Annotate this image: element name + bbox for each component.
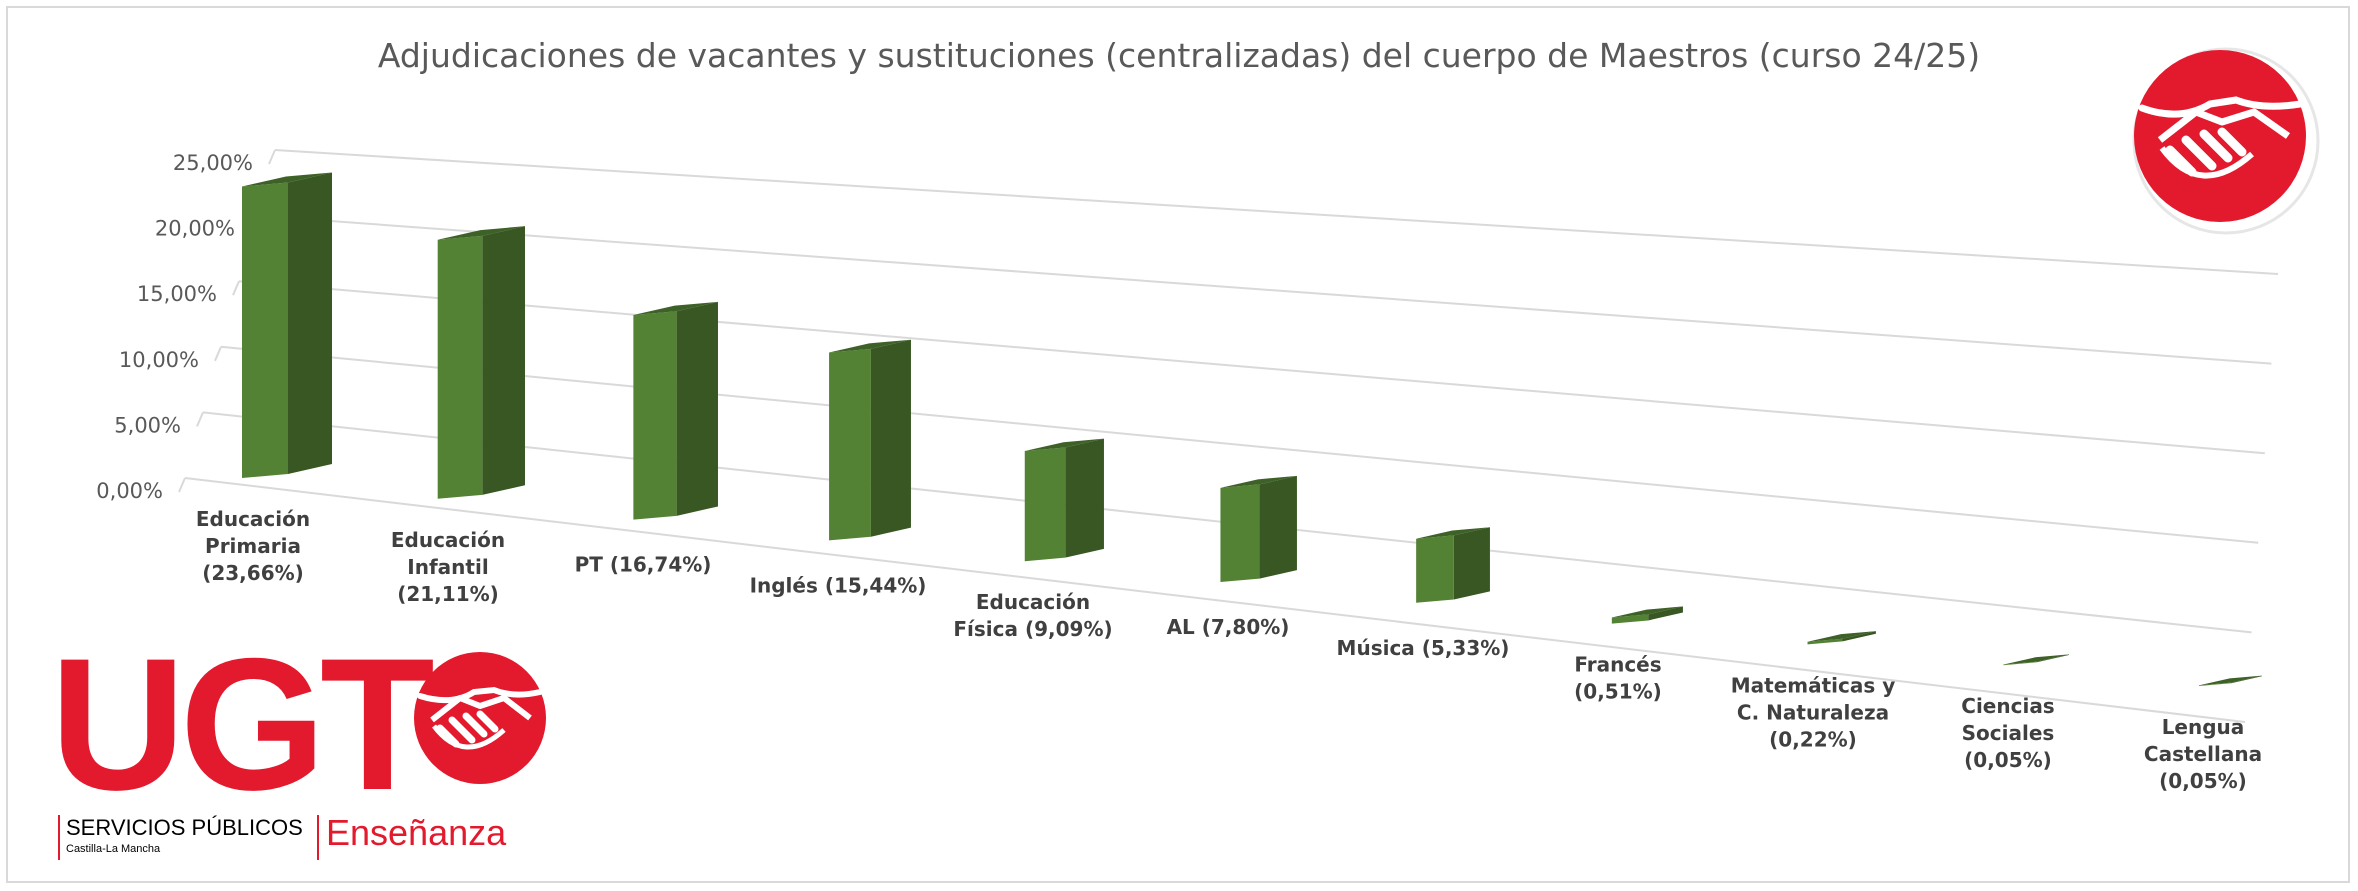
grid-lines [178, 149, 2279, 723]
category-label: Música (5,33%) [1337, 636, 1510, 660]
bar-side [676, 301, 718, 516]
bar-5 [1220, 475, 1297, 582]
category-label: Educación Infantil (21,11%) [391, 528, 505, 606]
bar-top [1611, 606, 1683, 618]
bar-top [242, 172, 332, 187]
y-axis-ticks: 0,00% 5,00% 10,00% 15,00% 20,00% 25,00% [96, 151, 253, 503]
bar-front [2003, 661, 2037, 666]
y-tick-label: 20,00% [155, 217, 235, 241]
bar-2 [633, 301, 718, 520]
bar-side [1648, 606, 1683, 621]
bar-top [1024, 438, 1104, 452]
grid-line-stub [268, 149, 276, 165]
grid-line [184, 477, 2246, 723]
bar-top [2003, 654, 2069, 665]
category-label: Matemáticas y C. Naturaleza (0,22%) [1731, 673, 1896, 751]
grid-line-stub [214, 346, 222, 362]
bars [242, 172, 2262, 686]
bar-front [1220, 484, 1260, 582]
bar-side [1065, 438, 1104, 558]
bar-side [2231, 675, 2262, 684]
bar-side [288, 172, 332, 475]
bar-3 [829, 339, 911, 541]
y-tick-label: 25,00% [173, 151, 253, 175]
bar-front [1416, 535, 1454, 603]
logo-sector: Enseñanza [326, 812, 507, 853]
logo-divider-2 [317, 815, 319, 860]
bar-side [2036, 654, 2069, 663]
logo-division: SERVICIOS PÚBLICOS [66, 815, 303, 840]
y-tick-label: 5,00% [114, 413, 181, 437]
category-label: PT (16,74%) [575, 553, 712, 577]
bar-front [437, 235, 483, 499]
bar-front [242, 182, 288, 479]
grid-line-stub [232, 280, 240, 296]
category-label: AL (7,80%) [1167, 615, 1290, 639]
bar-front [2198, 682, 2232, 686]
category-label: Educación Física (9,09%) [953, 590, 1112, 641]
bar-front [633, 311, 677, 520]
grid-line-stub [178, 477, 186, 493]
bar-top [633, 301, 718, 316]
bar-10 [2198, 675, 2262, 686]
y-tick-label: 10,00% [119, 348, 199, 372]
grid-line-stub [196, 412, 204, 427]
bar-top [1220, 475, 1297, 488]
category-label: Educación Primaria (23,66%) [196, 507, 310, 585]
bar-front [829, 348, 871, 541]
ugt-logo-text: UGT [50, 619, 435, 829]
logo-region: Castilla-La Mancha [66, 843, 161, 855]
bar-6 [1416, 527, 1490, 603]
bar-4 [1024, 438, 1104, 562]
handshake-seal-icon [2132, 47, 2320, 235]
chart-title: Adjudicaciones de vacantes y sustitucion… [377, 36, 1981, 75]
grid-line [274, 149, 2279, 275]
bar-front [1611, 614, 1649, 624]
grid-line [256, 214, 2272, 365]
bar-side [1842, 631, 1876, 642]
bar-front [1024, 447, 1066, 562]
bar-side [1453, 527, 1490, 600]
category-label: Inglés (15,44%) [750, 573, 927, 597]
y-tick-label: 0,00% [96, 479, 163, 503]
bar-top [2198, 675, 2262, 686]
chart-frame [6, 6, 2350, 883]
bar-top [1416, 527, 1490, 539]
bar-side [870, 339, 911, 537]
bar-top [1807, 631, 1876, 642]
grid-line [220, 345, 2259, 544]
bar-top [829, 339, 911, 353]
bar-front [1807, 638, 1843, 645]
category-label: Francés (0,51%) [1574, 653, 1662, 704]
category-label: Ciencias Sociales (0,05%) [1961, 694, 2054, 772]
bar-side [1259, 475, 1297, 579]
bar-9 [2003, 654, 2069, 666]
bar-0 [242, 172, 332, 479]
category-label: Lengua Castellana (0,05%) [2144, 715, 2262, 793]
bar-1 [437, 226, 525, 499]
category-labels: Educación Primaria (23,66%) Educación Infant… [196, 507, 2262, 793]
grid-line [238, 280, 2265, 455]
bar-side [482, 226, 525, 495]
bar-8 [1807, 631, 1876, 645]
y-tick-label: 15,00% [137, 282, 217, 306]
logo-divider [58, 815, 60, 860]
bar-top [437, 226, 525, 240]
ugt-handshake-icon [414, 652, 546, 784]
bar-7 [1611, 606, 1683, 624]
